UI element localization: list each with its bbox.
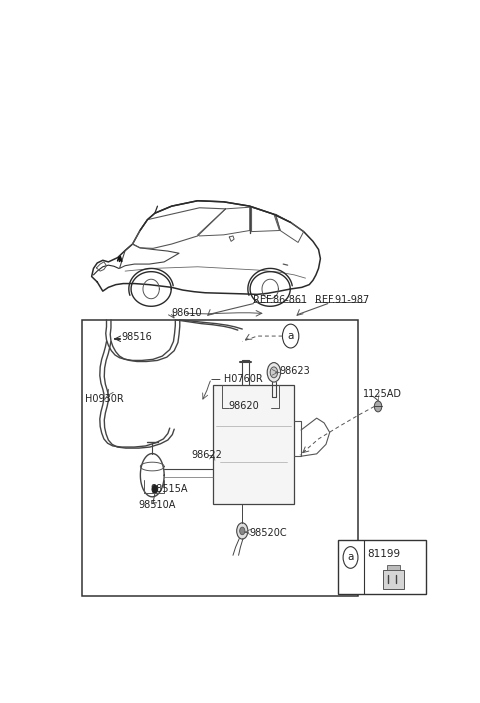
Text: H0930R: H0930R: [85, 394, 124, 404]
Text: a: a: [348, 553, 354, 562]
Bar: [338, 540, 426, 594]
Circle shape: [152, 485, 158, 494]
Text: a: a: [288, 331, 294, 341]
Circle shape: [282, 324, 299, 348]
Circle shape: [270, 367, 277, 378]
Bar: [83, 320, 358, 596]
Circle shape: [374, 401, 382, 412]
Text: 98515A: 98515A: [150, 484, 188, 494]
Circle shape: [267, 363, 281, 382]
Text: — H0760R: — H0760R: [211, 375, 263, 385]
Text: 98520C: 98520C: [249, 527, 287, 538]
Text: 98623: 98623: [279, 366, 310, 376]
Text: 98620: 98620: [228, 401, 259, 411]
Bar: [213, 385, 294, 504]
Bar: [383, 570, 405, 589]
Text: 98610: 98610: [172, 309, 202, 318]
Text: REF.91-987: REF.91-987: [315, 295, 369, 305]
Bar: [386, 565, 400, 570]
Circle shape: [237, 523, 248, 539]
Text: 98516: 98516: [121, 332, 152, 342]
Text: REF.86-861: REF.86-861: [253, 295, 308, 305]
Circle shape: [343, 547, 358, 568]
Text: 98510A: 98510A: [139, 501, 176, 510]
Text: 81199: 81199: [367, 548, 400, 559]
Text: 98622: 98622: [191, 450, 222, 460]
Text: 1125AD: 1125AD: [363, 389, 402, 399]
Circle shape: [240, 527, 245, 535]
